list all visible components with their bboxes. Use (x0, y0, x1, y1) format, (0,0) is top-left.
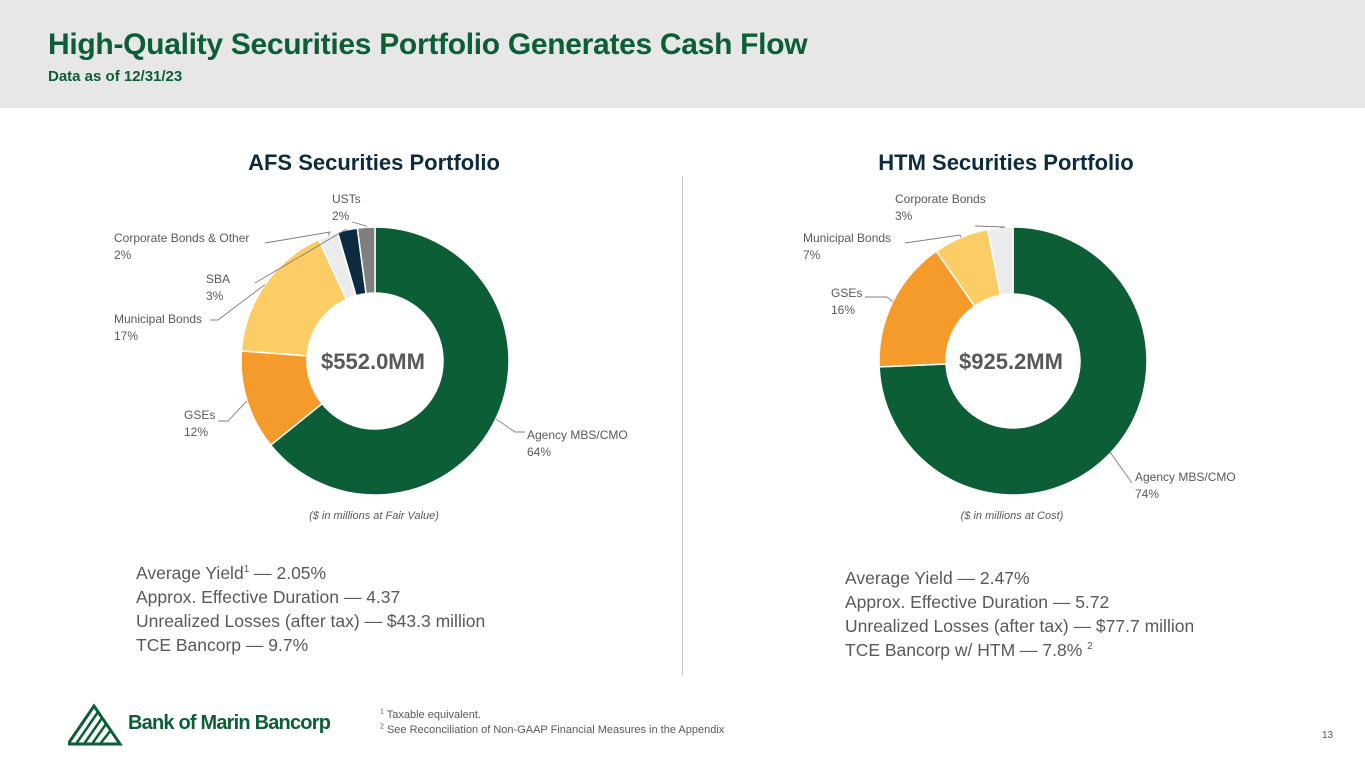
leader-line-usts (351, 221, 367, 228)
slice-label-sba: SBA (206, 272, 230, 286)
page-number: 13 (1322, 730, 1334, 741)
slice-label-agency-mbs-cmo: Agency MBS/CMO (1135, 470, 1236, 484)
center-total-label: $552.0MM (321, 349, 425, 374)
afs-yield: Average Yield1 — 2.05% (136, 563, 327, 583)
leader-line-municipal-bonds (904, 234, 962, 244)
slice-label-gses: GSEs (184, 408, 215, 422)
leader-line-agency-mbs-cmo (495, 418, 525, 433)
afs-stats: Average Yield1 — 2.05% Approx. Effective… (136, 561, 485, 657)
slice-label-municipal-bonds: Municipal Bonds (803, 231, 891, 245)
mountain-logo-icon (65, 703, 123, 746)
leader-line-agency-mbs-cmo (1109, 450, 1133, 484)
leader-line-gses (218, 400, 248, 422)
slice-label-gses: GSEs (831, 286, 862, 300)
slice-corporate-bonds (987, 226, 1014, 297)
htm-yield: Average Yield — 2.47% (845, 568, 1030, 588)
slice-label-municipal-bonds: Municipal Bonds (114, 312, 202, 326)
leader-line-gses (865, 296, 894, 303)
slice-pct-sba: 3% (206, 289, 224, 303)
slice-pct-gses: 16% (831, 303, 855, 317)
slice-label-agency-mbs-cmo: Agency MBS/CMO (527, 428, 628, 442)
slice-label-usts: USTs (332, 192, 361, 206)
afs-chart-title: AFS Securities Portfolio (248, 150, 500, 175)
slice-usts (356, 226, 376, 295)
slice-pct-corporate-bonds: 3% (895, 209, 913, 223)
slice-agency-mbs-cmo (878, 226, 1148, 496)
afs-chart-note: ($ in millions at Fair Value) (309, 510, 439, 522)
htm-donut-chart: Agency MBS/CMO 74% GSEs 16% Municipal Bonds 7… (803, 192, 1236, 501)
leader-line-corporate-bonds-other (264, 231, 331, 244)
slice-label-corporate-bonds: Corporate Bonds (895, 192, 986, 206)
afs-tce: TCE Bancorp — 9.7% (136, 635, 309, 655)
htm-tce: TCE Bancorp w/ HTM — 7.8% 2 (845, 640, 1093, 660)
slice-pct-usts: 2% (332, 209, 350, 223)
afs-donut-chart: Agency MBS/CMO 64% GSEs 12% Municipal Bonds 1… (114, 192, 628, 496)
leader-line-corporate-bonds (974, 225, 1006, 229)
slice-pct-agency-mbs-cmo: 74% (1135, 487, 1159, 501)
slice-label-corporate-bonds-other: Corporate Bonds & Other (114, 231, 249, 245)
page-title: High-Quality Securities Portfolio Genera… (48, 28, 808, 61)
slice-pct-agency-mbs-cmo: 64% (527, 445, 551, 459)
bank-logo: Bank of Marin Bancorp (65, 702, 331, 746)
afs-losses: Unrealized Losses (after tax) — $43.3 mi… (136, 611, 486, 631)
header-bar: High-Quality Securities Portfolio Genera… (0, 0, 1365, 108)
logo-text: Bank of Marin Bancorp (128, 712, 331, 734)
center-total-label: $925.2MM (959, 349, 1063, 374)
htm-chart-title: HTM Securities Portfolio (878, 150, 1134, 175)
footnote-2: 2 See Reconciliation of Non-GAAP Financi… (380, 723, 725, 736)
htm-stats: Average Yield — 2.47% Approx. Effective … (845, 566, 1194, 662)
htm-duration: Approx. Effective Duration — 5.72 (845, 592, 1110, 612)
slice-pct-gses: 12% (184, 425, 208, 439)
slice-pct-municipal-bonds: 17% (114, 329, 138, 343)
slice-pct-municipal-bonds: 7% (803, 248, 821, 262)
page-subtitle: Data as of 12/31/23 (48, 68, 183, 85)
afs-duration: Approx. Effective Duration — 4.37 (136, 587, 401, 607)
htm-chart-note: ($ in millions at Cost) (960, 510, 1064, 522)
slice-agency-mbs-cmo (269, 226, 510, 496)
htm-losses: Unrealized Losses (after tax) — $77.7 mi… (845, 616, 1195, 636)
leader-line-municipal-bonds (210, 284, 266, 321)
panel-divider (682, 176, 683, 676)
footnotes: 1 Taxable equivalent. 2 See Reconciliati… (380, 708, 724, 738)
footnote-1: 1 Taxable equivalent. (380, 708, 481, 721)
leader-line-sba (254, 229, 348, 284)
slice-pct-corporate-bonds-other: 2% (114, 248, 132, 262)
